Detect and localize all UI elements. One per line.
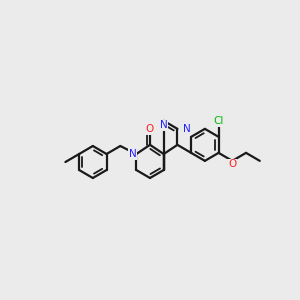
Text: N: N xyxy=(128,149,136,159)
Text: O: O xyxy=(228,159,236,169)
Text: N: N xyxy=(128,149,136,159)
Text: N: N xyxy=(183,124,191,134)
Text: O: O xyxy=(146,124,154,134)
Text: Cl: Cl xyxy=(213,116,224,126)
Text: O: O xyxy=(146,124,154,134)
Text: N: N xyxy=(160,120,168,130)
Text: N: N xyxy=(160,120,168,130)
Text: Cl: Cl xyxy=(213,116,224,126)
Text: O: O xyxy=(228,159,236,169)
Text: N: N xyxy=(183,124,191,134)
